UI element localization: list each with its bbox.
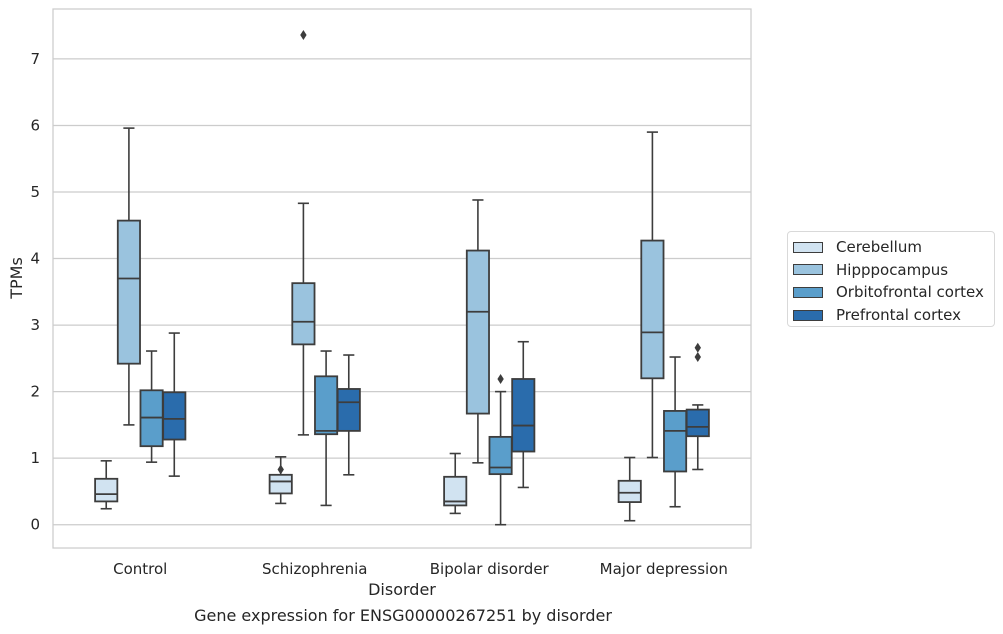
legend-label: Orbitofrontal cortex [836, 283, 984, 302]
legend-item: Orbitofrontal cortex [793, 281, 994, 304]
outlier-point [497, 373, 504, 384]
box-iqr [268, 473, 293, 495]
box-prefrontal-cortex [511, 340, 536, 489]
box-iqr [640, 239, 665, 380]
box-iqr [465, 249, 490, 415]
box-hipppocampus [116, 127, 141, 426]
box-orbitofrontal-cortex [139, 350, 164, 463]
legend-swatch [793, 264, 823, 276]
box-orbitofrontal-cortex [488, 373, 513, 526]
box-cerebellum [443, 452, 468, 515]
y-axis-title: TPMs [7, 257, 26, 300]
legend-label: Prefrontal cortex [836, 306, 961, 325]
outlier-point [300, 29, 307, 40]
legend-item: Prefrontal cortex [793, 304, 994, 327]
box-iqr [663, 410, 688, 473]
legend-swatch [793, 241, 823, 253]
box-iqr [488, 435, 513, 476]
outlier-point [694, 352, 701, 363]
y-tick-labels: 0 1 2 3 4 5 6 7 [30, 50, 40, 534]
box-cerebellum [268, 456, 293, 505]
x-tick-label: Control [113, 560, 167, 578]
box-orbitofrontal-cortex [663, 356, 688, 508]
y-tick-label: 4 [30, 250, 40, 268]
box-prefrontal-cortex [162, 332, 187, 477]
outlier-point [694, 342, 701, 353]
outlier-point [277, 464, 284, 475]
x-tick-label: Bipolar disorder [430, 560, 550, 578]
legend-label: Hipppocampus [836, 260, 949, 279]
boxplot-series [94, 29, 710, 526]
chart-title: Gene expression for ENSG00000267251 by d… [194, 606, 612, 625]
legend-swatch [793, 309, 823, 321]
x-tick-label: Schizophrenia [262, 560, 367, 578]
box-prefrontal-cortex [336, 354, 361, 476]
box-iqr [94, 477, 119, 503]
legend-label: Cerebellum [836, 238, 922, 257]
y-tick-label: 0 [30, 516, 40, 534]
y-tick-label: 5 [30, 183, 40, 201]
x-tick-labels: Control Schizophrenia Bipolar disorder Majo… [113, 560, 728, 578]
box-iqr [336, 388, 361, 432]
y-tick-label: 2 [30, 383, 40, 401]
box-orbitofrontal-cortex [314, 350, 339, 507]
box-iqr [685, 408, 710, 438]
box-cerebellum [617, 456, 642, 522]
box-iqr [443, 475, 468, 507]
box-iqr [116, 219, 141, 365]
y-tick-label: 7 [30, 50, 40, 68]
y-tick-label: 3 [30, 316, 40, 334]
box-iqr [162, 391, 187, 441]
box-hipppocampus [640, 131, 665, 459]
legend-item: Hipppocampus [793, 259, 994, 282]
box-iqr [291, 282, 316, 346]
box-hipppocampus [291, 29, 316, 436]
legend-swatch [793, 286, 823, 298]
x-axis-title: Disorder [368, 580, 436, 599]
box-iqr [314, 375, 339, 436]
x-tick-label: Major depression [600, 560, 728, 578]
box-prefrontal-cortex [685, 342, 710, 471]
y-tick-label: 1 [30, 449, 40, 467]
box-hipppocampus [465, 199, 490, 464]
plot-frame [52, 8, 752, 549]
legend-item: Cerebellum [793, 236, 994, 259]
box-iqr [617, 479, 642, 503]
legend: Cerebellum Hipppocampus Orbitofrontal cort… [787, 231, 995, 327]
y-tick-label: 6 [30, 116, 40, 134]
box-cerebellum [94, 460, 119, 510]
box-iqr [511, 378, 536, 453]
